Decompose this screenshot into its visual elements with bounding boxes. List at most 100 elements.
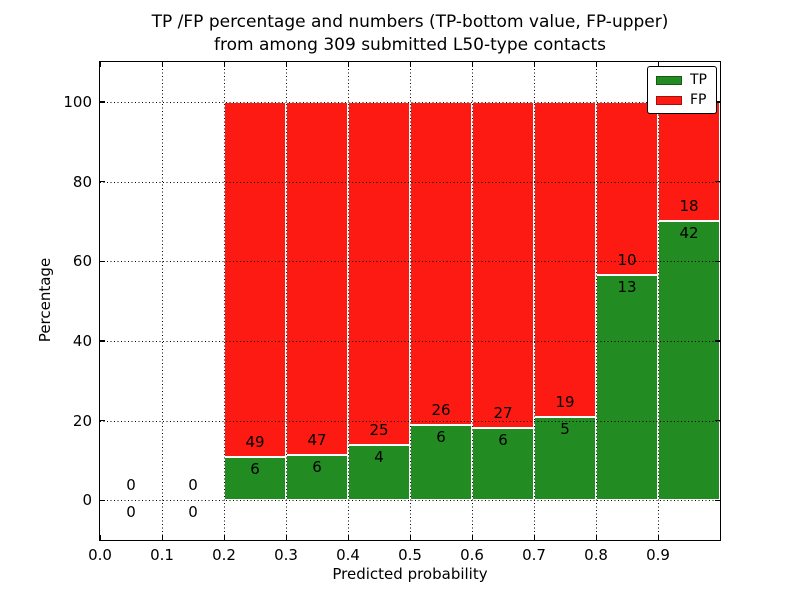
x-tick-top-0.3 (285, 62, 287, 67)
y-tick-left-60 (100, 260, 105, 262)
x-tick-top-0.2 (223, 62, 225, 67)
x-tick-bottom-0.2 (223, 535, 225, 540)
y-tick-right-80 (715, 181, 720, 183)
grid-line-x-0.8 (596, 62, 597, 540)
x-tick-label-0.6: 0.6 (460, 546, 484, 564)
bar-count-fp-0.6: 27 (493, 403, 513, 422)
grid-line-x-0.3 (286, 62, 287, 540)
bar-count-tp-0.6: 6 (498, 430, 508, 449)
x-axis-title: Predicted probability (332, 565, 488, 583)
x-tick-top-0.9 (657, 62, 659, 67)
bar-tp-0.9 (658, 221, 720, 501)
bar-tp-0.7 (534, 417, 596, 501)
y-tick-label-0: 0 (82, 491, 92, 510)
y-tick-left-100 (100, 101, 105, 103)
bar-count-fp-0.4: 25 (369, 421, 389, 440)
x-tick-bottom-0.6 (471, 535, 473, 540)
x-tick-bottom-0.3 (285, 535, 287, 540)
bar-count-fp-0.3: 47 (307, 431, 327, 450)
grid-line-x-0.6 (472, 62, 473, 540)
x-tick-top-0.5 (409, 62, 411, 67)
bar-fp-0.3 (286, 101, 348, 456)
bar-fp-0.6 (472, 101, 534, 428)
bar-count-fp-0.9: 18 (679, 197, 699, 216)
bar-count-tp-0.3: 6 (312, 458, 322, 477)
x-tick-label-0.5: 0.5 (398, 546, 422, 564)
legend-item-tp: TP (656, 73, 708, 87)
y-tick-left-0 (100, 499, 105, 501)
bar-count-tp-0.1: 0 (188, 503, 198, 522)
y-tick-right-0 (715, 499, 720, 501)
bar-count-fp-0.2: 49 (245, 432, 265, 451)
x-tick-label-0.1: 0.1 (150, 546, 174, 564)
legend: TP FP (647, 66, 717, 114)
x-tick-top-0.0 (99, 62, 101, 67)
x-tick-label-0.9: 0.9 (646, 546, 670, 564)
legend-swatch-tp (656, 75, 682, 85)
bar-tp-0.2 (224, 456, 286, 501)
grid-line-x-0.5 (410, 62, 411, 540)
chart-title-line2: from among 309 submitted L50-type contac… (214, 35, 606, 55)
y-tick-label-60: 60 (72, 252, 92, 271)
chart-title-line1: TP /FP percentage and numbers (TP-bottom… (151, 12, 669, 32)
bar-fp-0.7 (534, 101, 596, 418)
bar-tp-0.3 (286, 455, 348, 501)
x-tick-bottom-0.5 (409, 535, 411, 540)
bar-count-tp-0.7: 5 (560, 420, 570, 439)
y-tick-right-40 (715, 340, 720, 342)
bar-fp-0.8 (596, 101, 658, 276)
y-axis-title: Percentage (36, 257, 54, 343)
grid-line-x-0.2 (224, 62, 225, 540)
x-tick-bottom-0.7 (533, 535, 535, 540)
x-tick-label-0.7: 0.7 (522, 546, 546, 564)
x-tick-bottom-0.9 (657, 535, 659, 540)
x-tick-bottom-0.8 (595, 535, 597, 540)
x-tick-bottom-0.1 (161, 535, 163, 540)
legend-label-tp: TP (690, 72, 707, 88)
x-tick-top-0.6 (471, 62, 473, 67)
y-tick-right-100 (715, 101, 720, 103)
x-tick-top-0.1 (161, 62, 163, 67)
bar-count-fp-0.1: 0 (188, 476, 198, 495)
y-tick-left-40 (100, 340, 105, 342)
y-tick-label-100: 100 (63, 92, 92, 111)
bar-fp-0.4 (348, 101, 410, 446)
bar-count-tp-0.5: 6 (436, 428, 446, 447)
grid-line-x-0.1 (162, 62, 163, 540)
x-tick-top-0.7 (533, 62, 535, 67)
legend-swatch-fp (656, 95, 682, 105)
y-tick-left-80 (100, 181, 105, 183)
y-tick-label-20: 20 (72, 411, 92, 430)
bar-count-fp-0.8: 10 (617, 251, 637, 270)
x-tick-label-0.0: 0.0 (88, 546, 112, 564)
grid-line-x-0.4 (348, 62, 349, 540)
x-tick-label-0.4: 0.4 (336, 546, 360, 564)
x-tick-bottom-0.4 (347, 535, 349, 540)
x-tick-bottom-0.0 (99, 535, 101, 540)
grid-line-x-0.9 (658, 62, 659, 540)
bar-fp-0.2 (224, 101, 286, 457)
bar-count-tp-0.9: 42 (679, 224, 699, 243)
x-tick-top-0.8 (595, 62, 597, 67)
bar-count-fp-0.0: 0 (126, 476, 136, 495)
bar-count-tp-0.8: 13 (617, 278, 637, 297)
x-tick-label-0.8: 0.8 (584, 546, 608, 564)
y-tick-left-20 (100, 420, 105, 422)
bar-count-fp-0.7: 19 (555, 393, 575, 412)
x-tick-label-0.3: 0.3 (274, 546, 298, 564)
bar-count-tp-0.2: 6 (250, 459, 260, 478)
plot-area: 0 0 0 0 49 6 47 6 25 4 26 6 27 6 19 5 10 13 18 42 (99, 62, 720, 540)
y-tick-label-40: 40 (72, 331, 92, 350)
bar-tp-0.8 (596, 275, 658, 501)
y-tick-right-60 (715, 260, 720, 262)
bar-count-fp-0.5: 26 (431, 401, 451, 420)
bar-count-tp-0.4: 4 (374, 448, 384, 467)
legend-item-fp: FP (656, 93, 708, 107)
chart-title: TP /FP percentage and numbers (TP-bottom… (152, 11, 669, 57)
y-tick-right-20 (715, 420, 720, 422)
y-tick-label-80: 80 (72, 172, 92, 191)
bar-fp-0.5 (410, 101, 472, 426)
x-tick-label-0.2: 0.2 (212, 546, 236, 564)
grid-line-x-0.7 (534, 62, 535, 540)
